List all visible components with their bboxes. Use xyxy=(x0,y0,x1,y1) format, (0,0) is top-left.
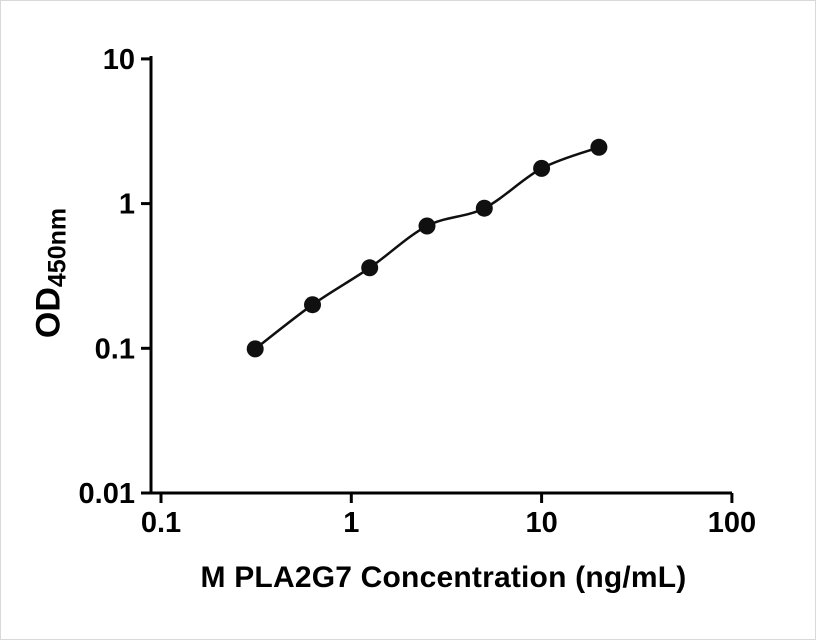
y-axis-title-subscript: 450nm xyxy=(43,207,72,288)
x-axis-tick-label: 1 xyxy=(343,507,359,539)
data-point-marker xyxy=(246,340,264,358)
x-axis-tick-label: 10 xyxy=(525,507,557,539)
x-axis-tick-label: 0.1 xyxy=(141,507,181,539)
y-axis-title-main: OD xyxy=(29,287,68,339)
x-axis-title: M PLA2G7 Concentration (ng/mL) xyxy=(200,561,687,594)
data-point-marker xyxy=(475,199,493,217)
axes xyxy=(149,56,732,495)
axis-ticks xyxy=(141,57,734,503)
y-axis-tick-label: 10 xyxy=(103,44,135,76)
y-axis-tick-label: 1 xyxy=(119,189,135,221)
x-axis-tick-label: 100 xyxy=(708,507,756,539)
data-point-marker xyxy=(418,217,436,235)
y-axis-tick-label: 0.01 xyxy=(79,478,135,510)
y-axis-tick-label: 0.1 xyxy=(95,333,135,365)
y-axis-title: OD450nm xyxy=(29,207,72,339)
fit-curve xyxy=(254,146,600,350)
axis-lines xyxy=(149,56,732,495)
data-point-marker xyxy=(304,296,321,314)
data-points xyxy=(246,138,608,358)
data-point-marker xyxy=(361,259,379,277)
data-point-marker xyxy=(533,159,551,177)
data-point-marker xyxy=(590,138,608,156)
